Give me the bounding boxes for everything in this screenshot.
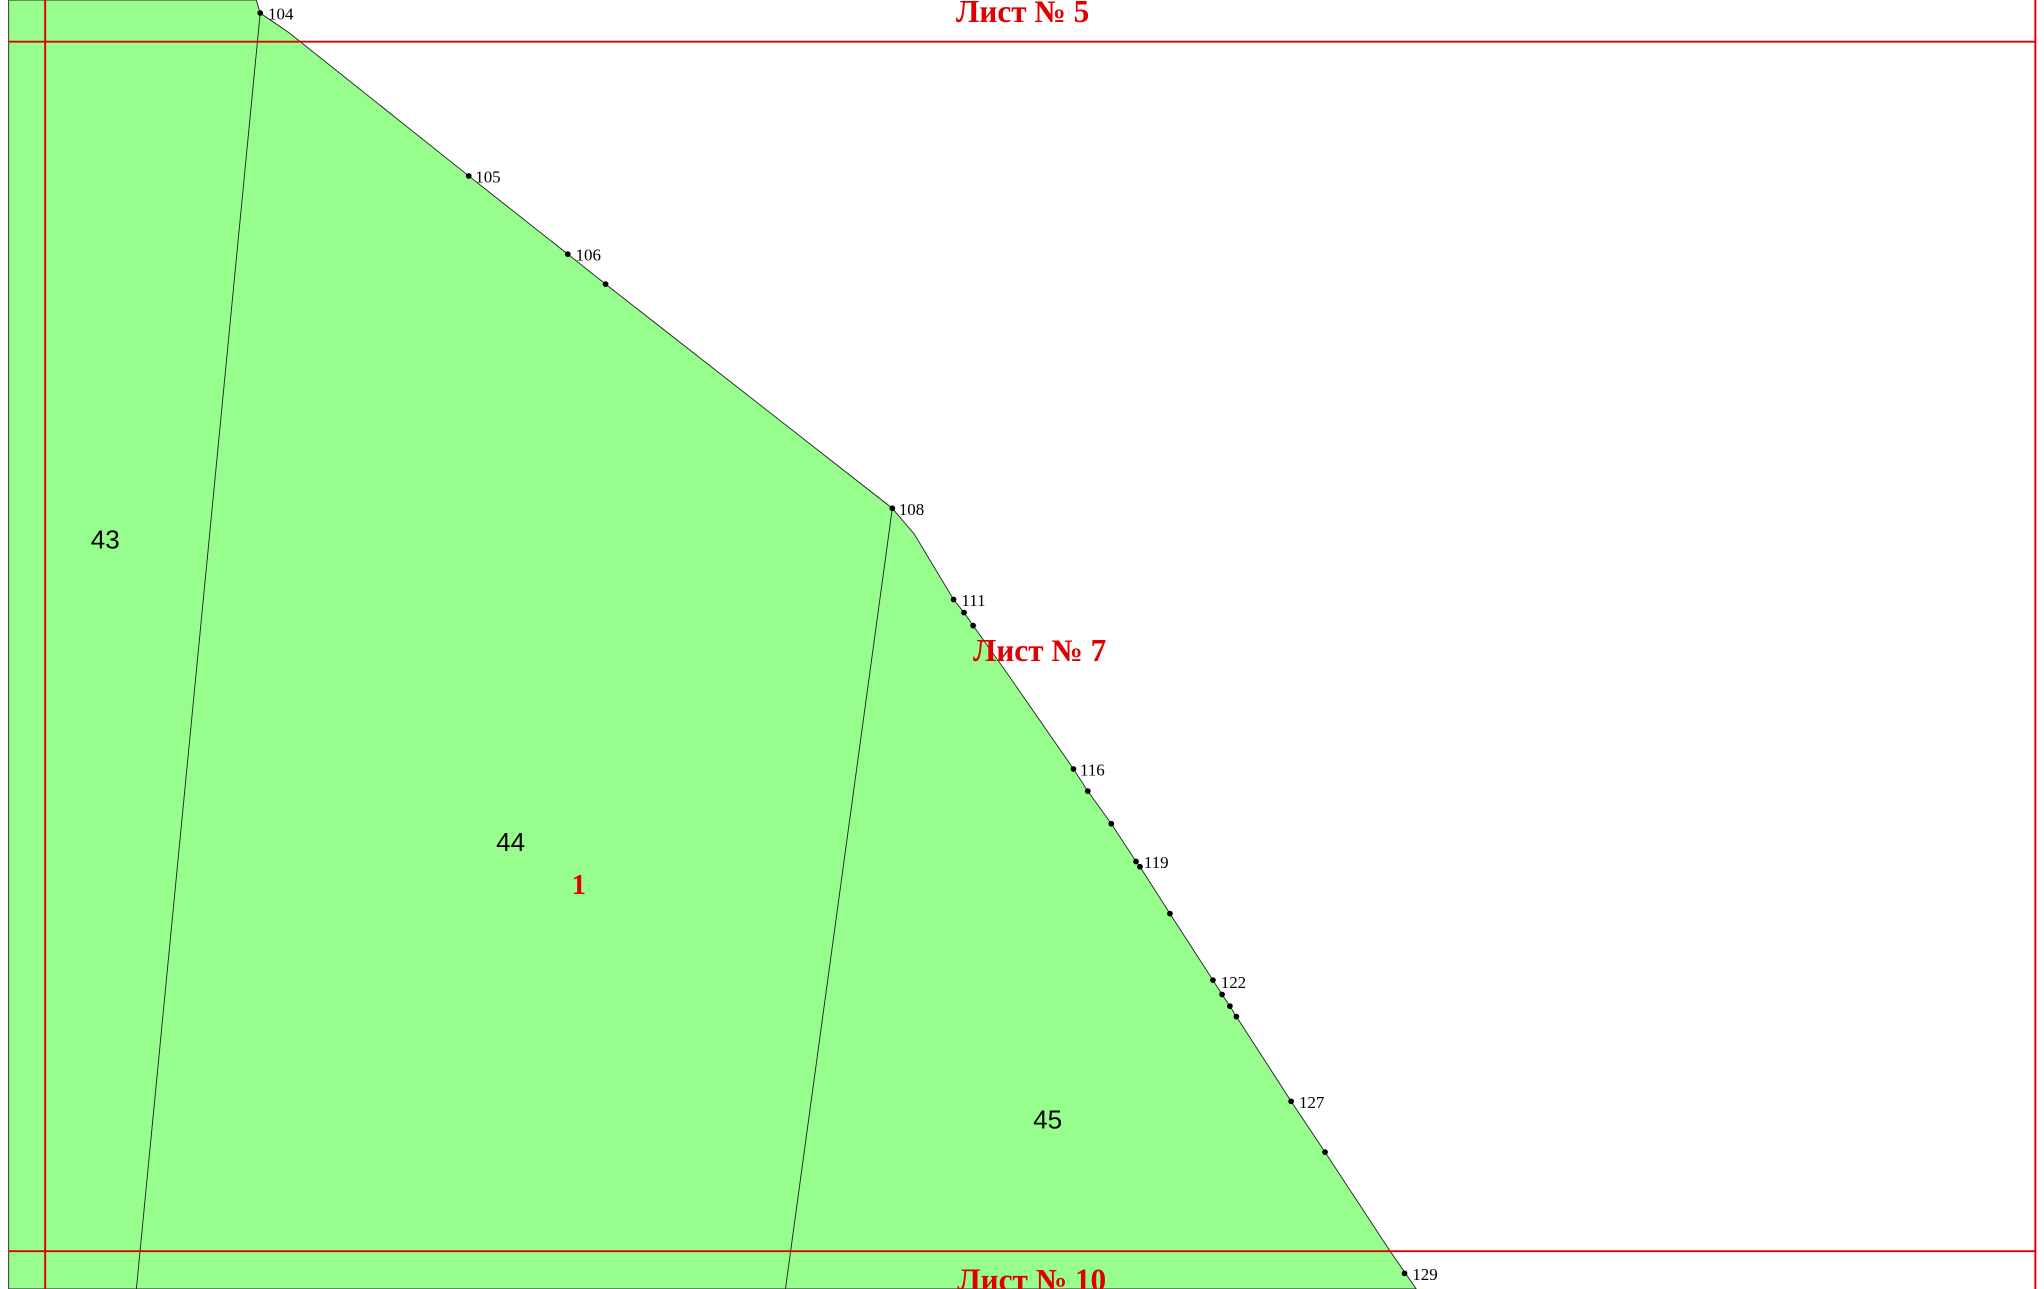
vertex bbox=[1108, 820, 1115, 827]
vertex bbox=[465, 173, 472, 179]
vertex bbox=[602, 281, 609, 287]
vertex bbox=[1233, 1013, 1240, 1020]
labels: 104 105 106 108 111 116 119 122 127 129 43 44 45 Лист… bbox=[91, 0, 1438, 1289]
sheet-label: Лист № 10 bbox=[957, 1262, 1106, 1289]
point-label: 108 bbox=[899, 500, 924, 519]
vertex bbox=[1227, 1003, 1233, 1010]
vertex bbox=[1219, 991, 1225, 998]
vertex bbox=[1133, 858, 1139, 865]
vertex bbox=[1288, 1098, 1295, 1105]
parcel-border bbox=[784, 508, 893, 1289]
vertex bbox=[1084, 788, 1091, 794]
point-label: 122 bbox=[1221, 973, 1246, 992]
point-label: 127 bbox=[1299, 1093, 1324, 1112]
vertex bbox=[257, 10, 264, 16]
vertex bbox=[1322, 1149, 1328, 1156]
parcel-label: 45 bbox=[1033, 1105, 1062, 1135]
point-label: 116 bbox=[1080, 760, 1105, 779]
parcel-label: 43 bbox=[91, 525, 120, 555]
sheet-label: Лист № 5 bbox=[956, 0, 1089, 29]
vertex bbox=[961, 609, 967, 616]
vertex bbox=[950, 596, 957, 603]
sheet-label: Лист № 7 bbox=[973, 633, 1106, 668]
land-area bbox=[8, 0, 1417, 1289]
vertex bbox=[1401, 1270, 1408, 1277]
point-label: 106 bbox=[576, 246, 601, 265]
vertex bbox=[1137, 863, 1143, 870]
vertex bbox=[1070, 766, 1077, 772]
vertices bbox=[257, 10, 1408, 1277]
vertex bbox=[889, 505, 896, 512]
vertex bbox=[564, 251, 571, 258]
point-label: 104 bbox=[268, 5, 294, 24]
vertex bbox=[1210, 977, 1216, 983]
vertex bbox=[1167, 910, 1173, 917]
point-label: 105 bbox=[475, 167, 500, 186]
point-label: 119 bbox=[1144, 853, 1169, 872]
zone-label: 1 bbox=[572, 869, 586, 901]
point-label: 129 bbox=[1412, 1265, 1437, 1284]
vertex bbox=[970, 622, 976, 629]
parcel-border bbox=[135, 12, 261, 1289]
point-label: 111 bbox=[961, 591, 985, 610]
parcel-label: 44 bbox=[496, 827, 525, 857]
